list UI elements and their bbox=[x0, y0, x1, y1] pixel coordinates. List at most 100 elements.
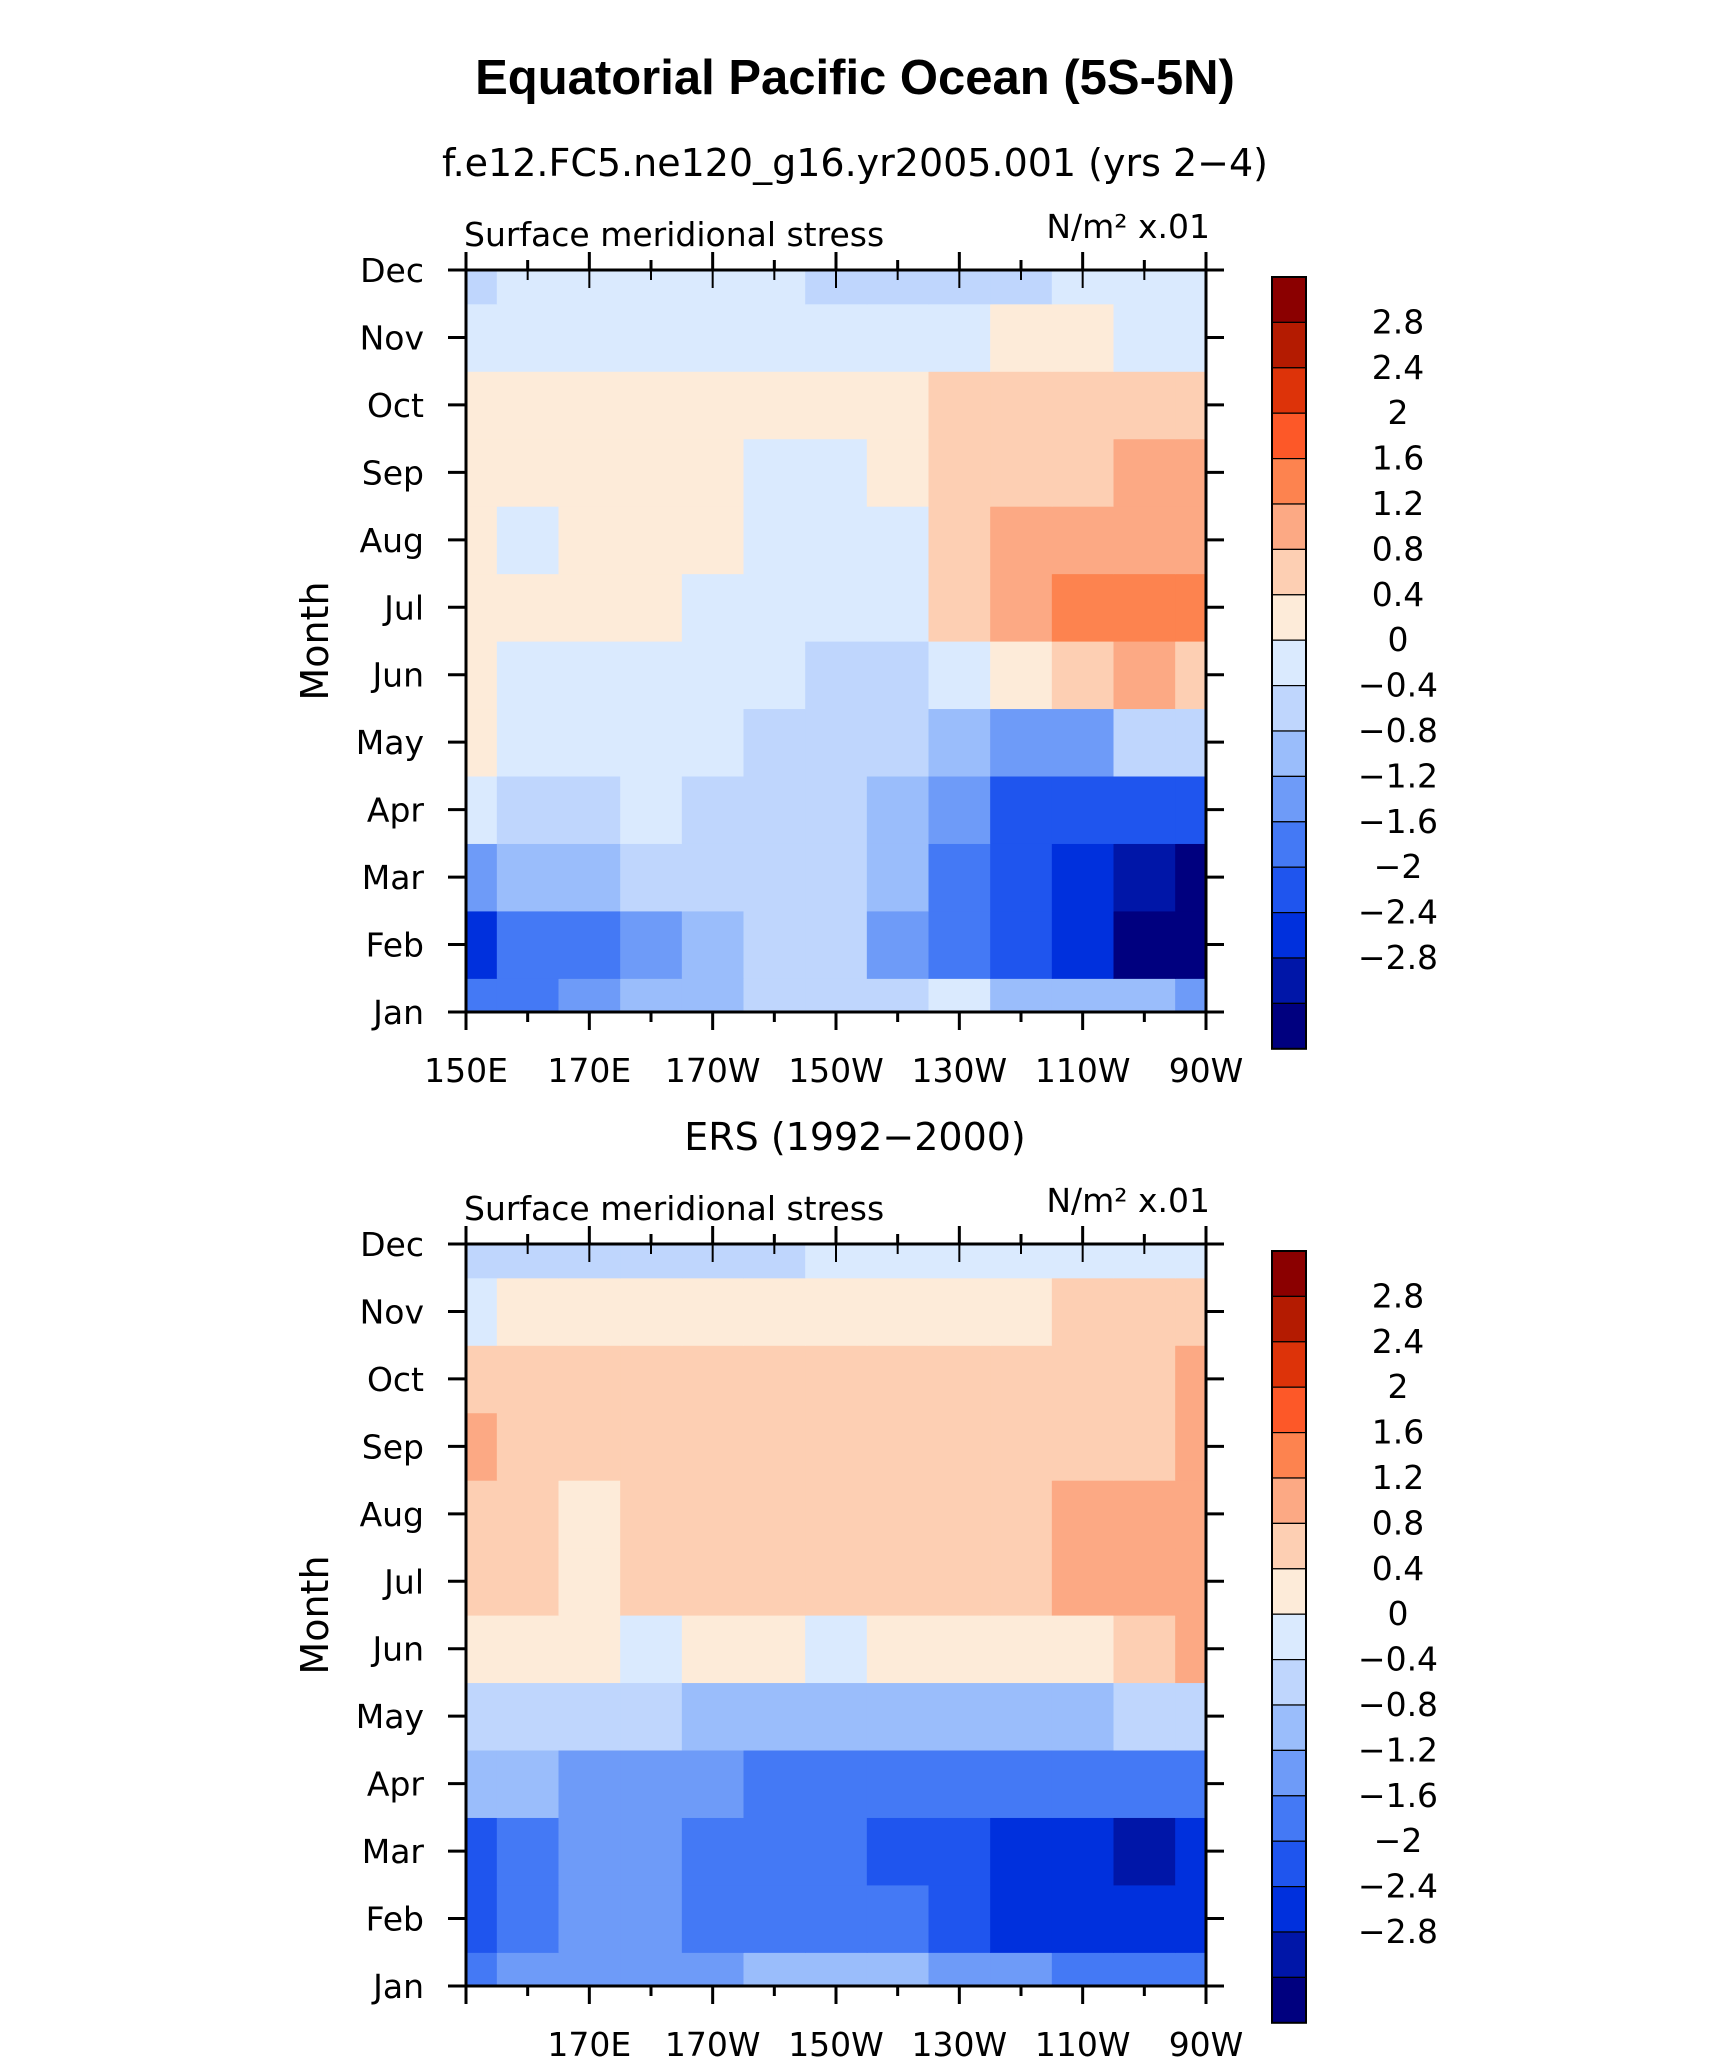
heat-cell bbox=[866, 1952, 930, 1987]
heat-cell bbox=[681, 303, 745, 372]
y-tick-label: Feb bbox=[366, 1900, 424, 1939]
heat-cell bbox=[620, 438, 683, 507]
heat-cell bbox=[1113, 1547, 1176, 1616]
colorbar-label: −0.8 bbox=[1358, 711, 1438, 750]
colorbar-box bbox=[1271, 1749, 1307, 1797]
heat-cell bbox=[681, 1952, 745, 1987]
x-tick-label: 170W bbox=[665, 2025, 761, 2062]
y-tick-label: May bbox=[356, 1697, 424, 1736]
heat-cell bbox=[558, 775, 621, 844]
heat-cell bbox=[866, 1615, 930, 1684]
heat-cell bbox=[466, 303, 498, 372]
heat-cell bbox=[928, 1547, 991, 1616]
heat-cell bbox=[496, 371, 560, 440]
heat-cell bbox=[620, 843, 683, 912]
heat-cell bbox=[558, 1952, 621, 1987]
colorbar-label: −2.8 bbox=[1358, 938, 1438, 977]
heat-cell bbox=[496, 1547, 560, 1616]
heat-cell bbox=[805, 775, 868, 844]
heat-cell bbox=[1051, 1884, 1115, 1953]
heat-cell bbox=[466, 506, 498, 575]
heat-cell bbox=[743, 1277, 806, 1346]
heat-cell bbox=[681, 708, 745, 777]
heat-cell bbox=[990, 573, 1053, 642]
colorbar-label: 2 bbox=[1388, 1367, 1409, 1406]
heat-cell bbox=[681, 1277, 745, 1346]
y-tick-label: Jul bbox=[382, 588, 424, 627]
colorbar-box bbox=[1271, 458, 1307, 505]
heat-cell bbox=[681, 1817, 745, 1886]
colorbar-frame bbox=[1271, 276, 1307, 1050]
heat-cell bbox=[558, 1277, 621, 1346]
heat-cell bbox=[1051, 371, 1115, 440]
heat-cell bbox=[620, 1345, 683, 1414]
heat-cell bbox=[805, 303, 868, 372]
units-label: N/m² x.01 bbox=[1046, 1181, 1210, 1220]
heat-cell bbox=[866, 843, 930, 912]
heat-cell bbox=[1113, 1749, 1176, 1818]
heat-cell bbox=[743, 708, 806, 777]
heat-cell bbox=[743, 1412, 806, 1481]
colorbar-box bbox=[1271, 1976, 1307, 2024]
colorbar-box bbox=[1271, 911, 1307, 959]
heat-cell bbox=[496, 978, 560, 1013]
heat-cell bbox=[866, 775, 930, 844]
heat-cell bbox=[1113, 371, 1176, 440]
heat-cell bbox=[466, 1952, 498, 1987]
heat-cell bbox=[558, 1547, 621, 1616]
colorbar-box bbox=[1271, 1704, 1307, 1752]
heat-cell bbox=[1113, 1345, 1176, 1414]
colorbar-box bbox=[1271, 1931, 1307, 1979]
heat-cell bbox=[466, 1480, 498, 1549]
colorbar-box bbox=[1271, 594, 1307, 641]
heat-cell bbox=[743, 1952, 806, 1987]
heat-cell bbox=[466, 1884, 498, 1953]
heat-cell bbox=[496, 1749, 560, 1818]
colorbar-label: 1.6 bbox=[1372, 1413, 1424, 1452]
heat-cell bbox=[928, 1412, 991, 1481]
heat-cell bbox=[620, 1480, 683, 1549]
heat-cell bbox=[466, 573, 498, 642]
heat-cell bbox=[466, 438, 498, 507]
heat-cell bbox=[928, 1480, 991, 1549]
heat-cell bbox=[1175, 1682, 1207, 1751]
heat-cell bbox=[805, 1682, 868, 1751]
y-tick-label: Oct bbox=[367, 1360, 424, 1399]
heat-cell bbox=[681, 506, 745, 575]
y-axis-label: Month bbox=[293, 581, 337, 700]
heat-cell bbox=[928, 1749, 991, 1818]
heat-cell bbox=[1175, 573, 1207, 642]
heat-cell bbox=[1175, 775, 1207, 844]
heat-cell bbox=[1051, 573, 1115, 642]
heat-cell bbox=[620, 1615, 683, 1684]
heat-cell bbox=[743, 1480, 806, 1549]
heat-cell bbox=[805, 641, 868, 710]
heat-cell bbox=[1051, 1817, 1115, 1886]
heat-cell bbox=[558, 1480, 621, 1549]
x-tick-label: 170W bbox=[665, 1051, 761, 1090]
heat-cell bbox=[1113, 573, 1176, 642]
heat-cell bbox=[743, 1749, 806, 1818]
left-label: Surface meridional stress bbox=[464, 1189, 884, 1228]
heat-cell bbox=[990, 506, 1053, 575]
heat-cell bbox=[866, 978, 930, 1013]
heat-cell bbox=[558, 1682, 621, 1751]
heat-cell bbox=[990, 978, 1053, 1013]
heat-cell bbox=[466, 1615, 498, 1684]
heat-cell bbox=[866, 910, 930, 979]
colorbar-label: 0.4 bbox=[1372, 575, 1424, 614]
heat-cell bbox=[1175, 1817, 1207, 1886]
heat-cell bbox=[1113, 1884, 1176, 1953]
heat-cell bbox=[866, 1277, 930, 1346]
heat-cell bbox=[1051, 1952, 1115, 1987]
heat-cell bbox=[928, 641, 991, 710]
heat-cell bbox=[681, 1412, 745, 1481]
heat-cell bbox=[1113, 641, 1176, 710]
colorbar-box bbox=[1271, 412, 1307, 460]
heat-cell bbox=[681, 1749, 745, 1818]
heat-cell bbox=[496, 641, 560, 710]
heat-cell bbox=[1113, 708, 1176, 777]
heat-cell bbox=[620, 1547, 683, 1616]
y-tick-label: Mar bbox=[362, 858, 425, 897]
heat-cell bbox=[805, 1547, 868, 1616]
